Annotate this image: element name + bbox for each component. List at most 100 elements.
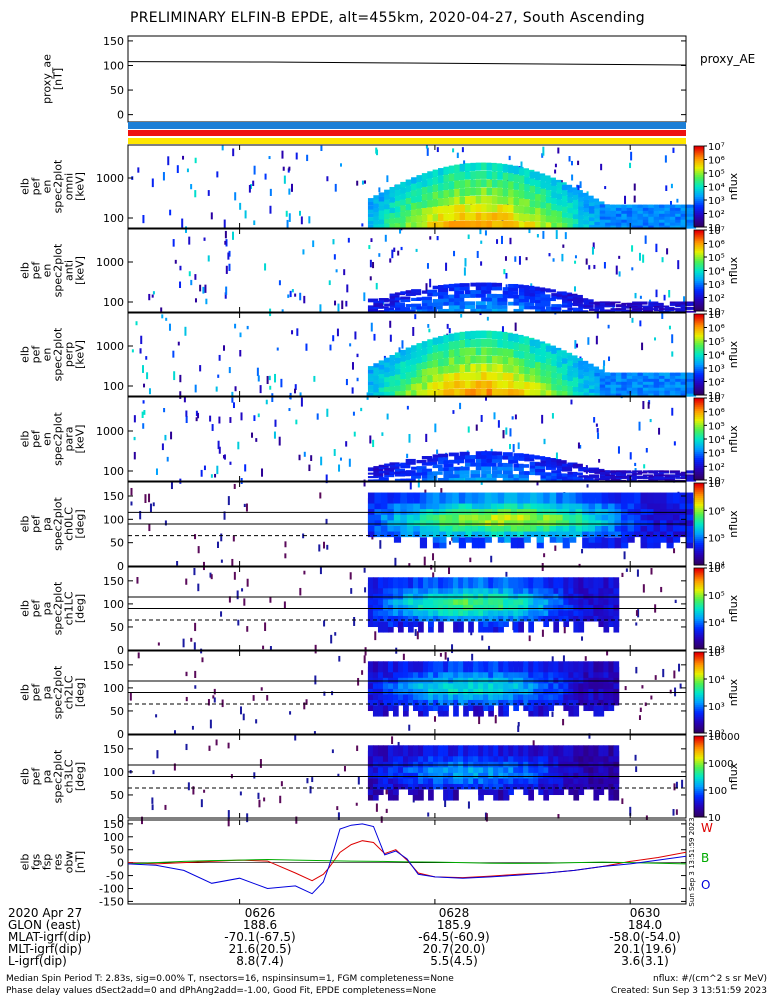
- colorbar-tick-label: 10³: [708, 364, 725, 375]
- heatmap-cell: [588, 672, 595, 684]
- colorbar-cell: [694, 224, 704, 228]
- heatmap-cell: [518, 288, 529, 293]
- heatmap-cell: [488, 621, 494, 633]
- heatmap-cell: [556, 465, 567, 469]
- heatmap-cell: [562, 363, 573, 370]
- heatmap-cell: [433, 604, 439, 616]
- ylabel-line: elb: [19, 346, 32, 363]
- heatmap-cell: [403, 577, 409, 589]
- heatmap-cell: [373, 466, 384, 469]
- heatmap-cell: [367, 201, 379, 206]
- heatmap-cell: [505, 427, 508, 435]
- colorbar-cell: [694, 292, 704, 296]
- heatmap-cell: [453, 588, 459, 600]
- heatmap-cell: [483, 666, 489, 678]
- heatmap-cell: [377, 756, 384, 768]
- heatmap-cell: [428, 621, 434, 633]
- heatmap-cell: [449, 541, 452, 545]
- heatmap-cell: [594, 471, 605, 474]
- heatmap-cell: [408, 688, 414, 700]
- heatmap-cell: [634, 514, 642, 526]
- heatmap-cell: [627, 520, 635, 532]
- heatmap-cell: [626, 478, 637, 481]
- heatmap-cell: [598, 694, 605, 706]
- heatmap-cell: [497, 188, 508, 197]
- heatmap-cell: [545, 222, 556, 229]
- heatmap-cell: [468, 621, 474, 633]
- heatmap-cell: [574, 340, 577, 349]
- heatmap-cell: [562, 520, 570, 532]
- heatmap-cell: [613, 767, 620, 779]
- heatmap-cell: [372, 761, 379, 773]
- heatmap-cell: [572, 358, 583, 363]
- heatmap-cell: [518, 745, 524, 757]
- heatmap-cell: [184, 226, 187, 233]
- heatmap-cell: [578, 304, 589, 307]
- heatmap-cell: [613, 750, 620, 762]
- heatmap-cell: [216, 465, 219, 475]
- heatmap-cell: [367, 305, 379, 308]
- heatmap-cell: [408, 610, 414, 622]
- heatmap-cell: [151, 178, 154, 188]
- heatmap-cell: [314, 675, 317, 685]
- heatmap-cell: [478, 767, 484, 779]
- colorbar-cell: [694, 748, 704, 751]
- heatmap-cell: [229, 417, 232, 423]
- heatmap-cell: [518, 198, 529, 206]
- heatmap-cell: [432, 344, 443, 353]
- colorbar-cell: [694, 814, 704, 818]
- heatmap-cell: [562, 292, 573, 296]
- heatmap-cell: [504, 531, 512, 543]
- heatmap-cell: [281, 150, 284, 159]
- heatmap-cell: [603, 761, 610, 773]
- heatmap-cell: [648, 390, 659, 394]
- heatmap-cell: [608, 756, 615, 768]
- heatmap-cell: [686, 204, 697, 208]
- ylabel-line: anti: [63, 260, 76, 281]
- heatmap-cell: [664, 216, 675, 220]
- heatmap-cell: [157, 642, 160, 646]
- pef_en_spec_anti-frame: [127, 228, 687, 313]
- heatmap-cell: [502, 430, 505, 439]
- heatmap-cell: [660, 514, 668, 526]
- heatmap-cell: [406, 520, 415, 532]
- heatmap-cell: [675, 378, 686, 382]
- colorbar-cell: [694, 770, 704, 773]
- heatmap-cell: [367, 388, 379, 393]
- heatmap-cell: [448, 577, 454, 589]
- heatmap-cell: [505, 571, 508, 577]
- heatmap-cell: [594, 208, 605, 212]
- heatmap-cell: [382, 750, 389, 762]
- y-tick-label: 150: [103, 818, 124, 831]
- ylabel-line: pa: [41, 602, 54, 616]
- ylabel-line: spec2plot: [52, 749, 65, 803]
- heatmap-cell: [483, 745, 489, 757]
- heatmap-cell: [523, 509, 531, 521]
- heatmap-cell: [378, 306, 389, 309]
- heatmap-cell: [377, 694, 384, 706]
- heatmap-cell: [148, 293, 151, 301]
- heatmap-cell: [518, 778, 524, 790]
- heatmap-cell: [535, 221, 546, 229]
- heatmap-cell: [665, 185, 668, 191]
- colorbar-tick-label: 10⁴: [708, 675, 725, 686]
- colorbar-tick-label: 10⁷: [708, 394, 725, 405]
- colorbar-cell: [694, 194, 704, 198]
- heatmap-cell: [428, 700, 434, 712]
- heatmap-cell: [448, 610, 454, 622]
- heatmap-cell: [508, 683, 514, 695]
- heatmap-cell: [384, 204, 395, 210]
- heatmap-cell: [605, 213, 616, 217]
- colorbar-cell: [694, 788, 704, 792]
- heatmap-cell: [503, 694, 509, 706]
- heatmap-cell: [562, 212, 573, 218]
- heatmap-cell: [614, 520, 622, 532]
- heatmap-cell: [464, 204, 476, 213]
- heatmap-cell: [463, 582, 469, 594]
- heatmap-cell: [529, 361, 540, 368]
- heatmap-cell: [443, 470, 454, 475]
- heatmap-cell: [389, 467, 400, 470]
- y-tick-label: 150: [103, 490, 124, 503]
